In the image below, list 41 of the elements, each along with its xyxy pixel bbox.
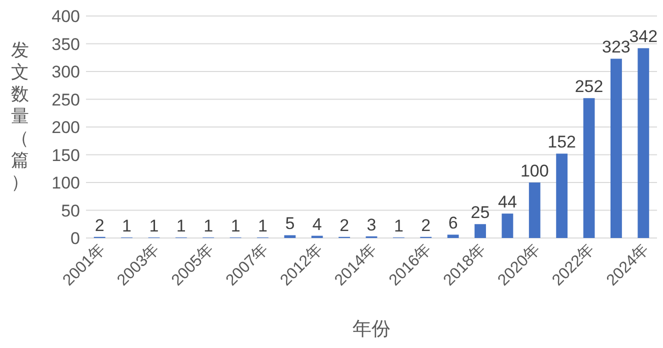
data-label: 100: [520, 162, 549, 180]
bar: [502, 214, 514, 238]
y-tick-label: 150: [52, 146, 80, 165]
data-label: 6: [448, 214, 458, 233]
bar: [556, 154, 568, 238]
y-tick-label: 250: [52, 90, 80, 110]
data-label: 2: [421, 216, 431, 235]
data-label: 1: [122, 216, 132, 236]
y-axis-title: 发文数量（篇）: [11, 40, 29, 192]
bar: [284, 235, 296, 238]
data-label: 1: [258, 216, 268, 236]
data-label: 1: [176, 216, 186, 236]
y-tick-label: 0: [70, 229, 80, 248]
y-tick-label: 200: [52, 118, 80, 137]
data-label: 44: [498, 192, 517, 212]
data-label: 4: [312, 214, 322, 234]
data-label: 342: [629, 27, 658, 46]
y-tick-label: 300: [52, 62, 80, 82]
bar: [638, 48, 650, 238]
data-label: 1: [149, 216, 159, 236]
bar: [447, 234, 459, 238]
data-label: 2: [94, 216, 104, 235]
data-label: 3: [366, 215, 376, 234]
data-label: 152: [548, 132, 576, 152]
data-label: 25: [470, 203, 490, 222]
bar: [583, 98, 595, 238]
bar: [610, 58, 622, 238]
y-tick-label: 100: [52, 174, 80, 192]
bar: [474, 224, 486, 238]
x-axis-title: 年份: [352, 319, 390, 340]
data-label: 1: [204, 216, 214, 236]
data-label: 252: [574, 77, 604, 96]
y-tick-label: 50: [61, 201, 80, 220]
bar: [528, 182, 540, 238]
y-tick-label: 400: [52, 7, 80, 26]
data-label: 1: [394, 216, 404, 236]
data-label: 2: [340, 216, 350, 235]
y-tick-label: 350: [52, 34, 80, 54]
data-label: 323: [602, 38, 630, 57]
data-label: 1: [230, 216, 240, 236]
data-label: 5: [285, 214, 295, 234]
